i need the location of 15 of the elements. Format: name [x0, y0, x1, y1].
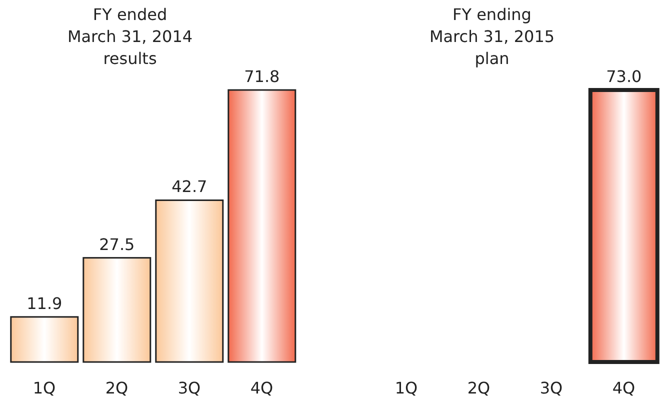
x-tick-label: 4Q	[250, 378, 274, 398]
data-label: 42.7	[172, 177, 208, 196]
data-label: 11.9	[26, 294, 62, 313]
x-tick-label: 1Q	[32, 378, 56, 398]
data-label: 73.0	[606, 67, 642, 86]
x-tick-label: 3Q	[540, 378, 563, 398]
data-label: 27.5	[99, 234, 135, 254]
data-label: 71.8	[244, 67, 280, 86]
x-tick-label: 4Q	[612, 378, 636, 398]
x-tick-label: 3Q	[178, 378, 201, 398]
chart-title: FY ending March 31, 2015 plan	[429, 5, 555, 68]
x-tick-label: 2Q	[105, 378, 128, 398]
x-tick-label: 1Q	[394, 378, 418, 398]
chart-title: FY ended March 31, 2014 results	[67, 5, 193, 68]
x-tick-label: 2Q	[467, 378, 490, 398]
